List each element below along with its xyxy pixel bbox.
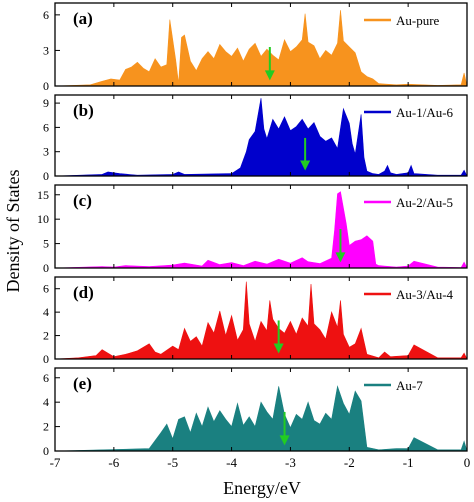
y-tick-label: 6 [43, 8, 49, 22]
x-axis-title: Energy/eV [223, 478, 301, 498]
dos-area-series [54, 281, 468, 360]
dos-area-series [54, 191, 468, 269]
y-tick-label: 0 [43, 169, 49, 183]
y-tick-label: 3 [43, 145, 49, 159]
x-tick-label: -1 [403, 455, 414, 470]
x-tick-label: 0 [464, 455, 471, 470]
panel-frame [54, 184, 468, 269]
panel-frame [54, 276, 468, 360]
y-axis-title: Density of States [3, 170, 23, 293]
legend-label: Au-7 [396, 378, 423, 393]
x-tick-label: -5 [167, 455, 178, 470]
panel-2: 0 3 6 9 (b) Au-1/Au-6 [43, 94, 468, 183]
panel-4: 0 2 4 6 (d) Au-3/Au-4 [43, 276, 468, 366]
panel-label: (b) [73, 101, 94, 120]
arrow-head-icon [335, 252, 346, 263]
y-tick-label: 2 [43, 329, 49, 343]
panel-label: (d) [73, 283, 94, 302]
legend-label: Au-2/Au-5 [396, 195, 453, 210]
y-tick-label: 3 [43, 43, 49, 57]
panels-group: 0 3 6 (a) Au-pure 0 3 6 9 (b) Au-1/Au-6 0 5 10 15 (c) Au… [37, 2, 468, 458]
y-tick-label: 2 [43, 420, 49, 434]
x-tick-label: -7 [50, 455, 61, 470]
legend-label: Au-pure [396, 13, 440, 28]
panel-label: (e) [73, 374, 92, 393]
arrow-head-icon [264, 70, 275, 81]
panel-frame [54, 2, 468, 87]
legend-label: Au-3/Au-4 [396, 287, 454, 302]
dos-area-series [54, 10, 468, 87]
panel-frame [54, 367, 468, 452]
y-tick-label: 0 [43, 444, 49, 458]
y-tick-label: 6 [43, 120, 49, 134]
y-tick-label: 9 [43, 96, 49, 110]
dos-area-series [54, 385, 468, 452]
y-tick-label: 4 [43, 305, 49, 319]
y-tick-label: 6 [43, 282, 49, 296]
y-tick-label: 6 [43, 371, 49, 385]
arrow-head-icon [300, 160, 311, 171]
panel-5: 0 2 4 6 (e) Au-7 [43, 367, 468, 458]
y-tick-label: 15 [37, 188, 49, 202]
x-tick-label: -3 [285, 455, 296, 470]
panel-3: 0 5 10 15 (c) Au-2/Au-5 [37, 184, 468, 275]
y-tick-label: 0 [43, 261, 49, 275]
panel-frame [54, 94, 468, 177]
panel-label: (a) [73, 9, 93, 28]
panel-label: (c) [73, 191, 92, 210]
y-tick-label: 0 [43, 352, 49, 366]
y-tick-label: 4 [43, 395, 49, 409]
panel-1: 0 3 6 (a) Au-pure [43, 2, 468, 93]
arrow-head-icon [273, 343, 284, 354]
arrow-head-icon [279, 435, 290, 446]
dos-area-series [54, 98, 468, 177]
y-tick-label: 5 [43, 237, 49, 251]
y-tick-label: 0 [43, 79, 49, 93]
x-axis: -7 -6 -5 -4 -3 -2 -1 0 [50, 455, 471, 470]
legend-label: Au-1/Au-6 [396, 105, 454, 120]
x-tick-label: -4 [226, 455, 237, 470]
x-tick-label: -2 [344, 455, 355, 470]
y-tick-label: 10 [37, 212, 49, 226]
x-tick-label: -6 [108, 455, 119, 470]
